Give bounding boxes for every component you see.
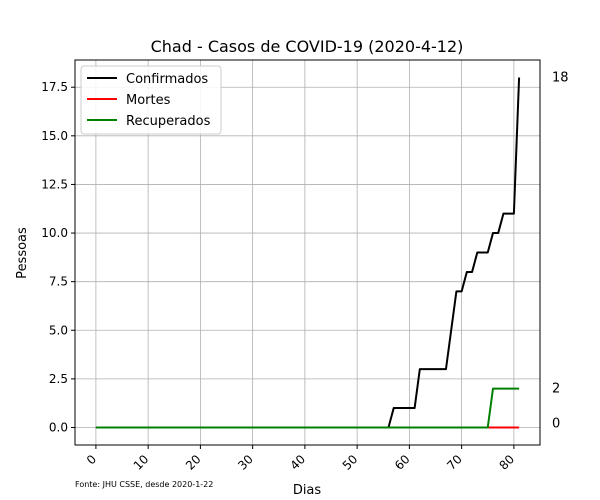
source-note: Fonte: JHU CSSE, desde 2020-1-22 — [75, 480, 213, 489]
y-tick-label: 2.5 — [49, 372, 68, 386]
x-tick-label: 80 — [496, 452, 517, 473]
x-tick-label: 70 — [444, 452, 465, 473]
x-axis-ticks: 0 10 20 30 40 50 60 70 80 — [84, 445, 517, 473]
y-tick-label: 17.5 — [41, 80, 68, 94]
end-label-mortes: 0 — [552, 417, 560, 432]
y-tick-label: 10.0 — [41, 226, 68, 240]
chart-title: Chad - Casos de COVID-19 (2020-4-12) — [151, 37, 464, 56]
x-tick-label: 50 — [340, 452, 361, 473]
y-tick-label: 15.0 — [41, 129, 68, 143]
legend-label-confirmados: Confirmados — [126, 72, 208, 87]
plot-frame — [74, 59, 541, 446]
x-tick-label: 30 — [235, 452, 256, 473]
grid-lines — [75, 60, 540, 445]
y-tick-label: 0.0 — [49, 421, 68, 435]
x-tick-label: 40 — [287, 452, 308, 473]
y-axis-ticks: 0.0 2.5 5.0 7.5 10.0 12.5 15.0 17.5 — [41, 80, 75, 435]
legend-box — [80, 65, 222, 135]
x-tick-label: 0 — [84, 452, 99, 467]
end-label-confirmados: 18 — [552, 71, 569, 86]
y-axis-label: Pessoas — [15, 227, 30, 279]
x-axis-label: Dias — [293, 483, 322, 498]
y-tick-label: 5.0 — [49, 323, 68, 337]
series-lines — [95, 77, 521, 429]
x-tick-label: 60 — [392, 452, 413, 473]
y-tick-label: 12.5 — [41, 177, 68, 191]
end-label-recuperados: 2 — [552, 382, 560, 397]
legend: Confirmados Mortes Recuperados — [80, 65, 222, 135]
series-line-recuperados — [95, 387, 520, 429]
legend-label-mortes: Mortes — [126, 93, 171, 108]
x-tick-label: 20 — [183, 452, 204, 473]
x-tick-label: 10 — [131, 452, 152, 473]
y-tick-label: 7.5 — [49, 275, 68, 289]
legend-label-recuperados: Recuperados — [126, 114, 211, 129]
